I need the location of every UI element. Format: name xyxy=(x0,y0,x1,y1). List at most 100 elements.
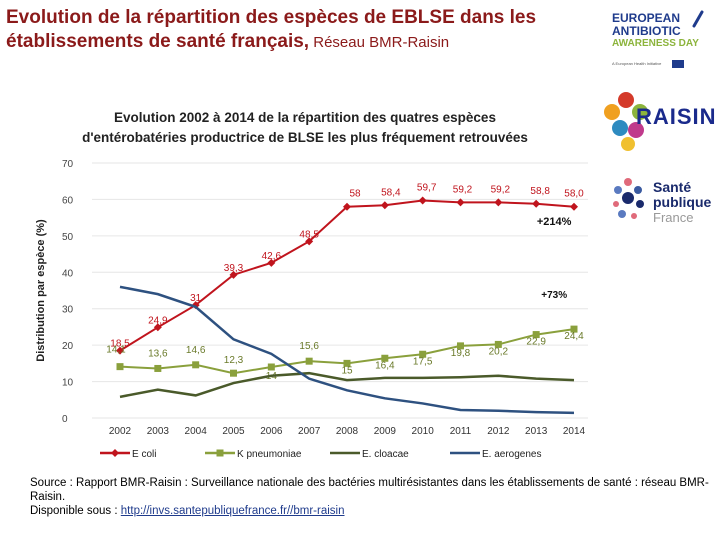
x-tick-label: 2013 xyxy=(525,426,548,437)
data-point xyxy=(532,331,540,339)
legend-label: K pneumoniae xyxy=(237,449,302,460)
data-point xyxy=(570,202,578,211)
eaad-line-3: AWARENESS DAY xyxy=(612,38,699,49)
data-label: 48,5 xyxy=(299,229,319,240)
spf-dots-icon xyxy=(613,178,644,219)
data-label: 20,2 xyxy=(489,346,509,357)
data-label: 24,4 xyxy=(564,331,584,342)
raisin-wordmark: RAISIN xyxy=(636,104,717,129)
data-point xyxy=(154,364,162,372)
data-label: 24,9 xyxy=(148,315,168,326)
data-point xyxy=(267,363,275,371)
data-label: 59,2 xyxy=(453,184,473,195)
series-line-e-coli xyxy=(119,199,575,352)
data-point xyxy=(230,369,237,377)
source-note: Source : Rapport BMR-Raisin : Surveillan… xyxy=(30,476,710,518)
slide-title-sub: Réseau BMR-Raisin xyxy=(309,34,450,51)
legend-label: E coli xyxy=(132,449,156,460)
spf-line-3: France xyxy=(653,210,694,225)
species-distribution-chart: Evolution 2002 à 2014 de la répartition … xyxy=(35,110,588,460)
slide-title: Evolution de la répartition des espèces … xyxy=(6,6,586,55)
x-tick-label: 2014 xyxy=(563,426,586,437)
x-tick-label: 2003 xyxy=(147,426,170,437)
spf-logo: Santé publique France xyxy=(608,172,718,232)
annotation-kpneumoniae-change: +73% xyxy=(541,290,567,301)
source-link[interactable]: http://invs.santepubliquefrance.fr//bmr-… xyxy=(120,505,345,517)
data-label: 58,8 xyxy=(530,186,550,197)
y-axis-label: Distribution par espèce (%) xyxy=(35,219,47,362)
x-tick-label: 2002 xyxy=(109,426,132,437)
data-label: 14,1 xyxy=(106,345,126,356)
x-tick-label: 2005 xyxy=(222,426,245,437)
x-tick-label: 2004 xyxy=(185,426,208,437)
x-tick-label: 2010 xyxy=(412,426,435,437)
data-point xyxy=(381,354,389,362)
data-label: 31 xyxy=(190,293,202,304)
data-label: 39,3 xyxy=(224,263,244,274)
x-tick-label: 2009 xyxy=(374,426,397,437)
data-label: 18,5 xyxy=(110,339,130,350)
data-label: 16,4 xyxy=(375,360,395,371)
data-label: 59,7 xyxy=(417,183,437,194)
spf-line-1: Santé xyxy=(653,179,692,195)
y-tick-label: 10 xyxy=(62,378,74,389)
y-tick-label: 0 xyxy=(62,414,68,425)
data-point xyxy=(116,363,124,371)
source-prefix: Disponible sous : xyxy=(30,505,121,517)
legend-label: E. cloacae xyxy=(362,449,409,460)
legend-marker xyxy=(111,449,119,457)
y-tick-label: 30 xyxy=(62,305,74,316)
data-point xyxy=(456,198,465,207)
data-point xyxy=(419,350,427,358)
x-tick-label: 2008 xyxy=(336,426,359,437)
data-label: 58,4 xyxy=(381,187,401,198)
data-point xyxy=(380,201,389,210)
pill-icon xyxy=(692,10,704,28)
eu-flag-icon xyxy=(672,60,684,68)
chart-title-line: d'entérobatéries productrice de BLSE les… xyxy=(82,130,528,145)
eaad-line-1: EUROPEAN xyxy=(612,11,681,25)
series-line-e-aerogenes xyxy=(119,285,575,415)
annotation-ecoli-change: +214% xyxy=(537,216,572,228)
data-label: 14,6 xyxy=(186,345,206,356)
y-tick-label: 40 xyxy=(62,268,74,279)
series-line-e-cloacae xyxy=(119,371,575,399)
legend-label: E. aerogenes xyxy=(482,449,542,460)
data-label: 42,6 xyxy=(262,251,282,262)
data-point xyxy=(305,237,314,246)
eaad-logo: EUROPEAN ANTIBIOTIC AWARENESS DAY A Euro… xyxy=(612,8,716,70)
chart-title-line: Evolution 2002 à 2014 de la répartition … xyxy=(114,110,496,125)
data-label: 13,6 xyxy=(148,348,168,359)
data-point xyxy=(343,359,351,367)
data-label: 15,6 xyxy=(299,341,319,352)
data-point xyxy=(229,270,238,279)
data-label: 19,8 xyxy=(451,348,471,359)
y-tick-label: 20 xyxy=(62,341,74,352)
data-point xyxy=(418,196,427,205)
data-point xyxy=(153,323,162,332)
data-label: 17,5 xyxy=(413,356,433,367)
eaad-tagline: A European Health Initiative xyxy=(612,61,662,66)
y-tick-label: 60 xyxy=(62,195,74,206)
legend-marker xyxy=(216,449,224,457)
y-tick-label: 70 xyxy=(62,159,74,170)
data-point xyxy=(192,361,200,369)
spf-line-2: publique xyxy=(653,194,712,210)
x-tick-label: 2012 xyxy=(487,426,510,437)
raisin-grapes-icon xyxy=(604,92,648,151)
x-tick-label: 2006 xyxy=(260,426,283,437)
data-point xyxy=(494,198,503,207)
data-point xyxy=(570,325,578,333)
data-point xyxy=(494,340,502,348)
data-point xyxy=(532,199,541,208)
raisin-logo: RAISIN xyxy=(598,86,718,154)
x-tick-label: 2007 xyxy=(298,426,321,437)
data-point xyxy=(305,357,313,365)
data-label: 58 xyxy=(349,189,361,200)
source-text: Source : Rapport BMR-Raisin : Surveillan… xyxy=(30,477,709,503)
data-point xyxy=(457,342,464,350)
data-point xyxy=(116,346,124,355)
data-label: 59,2 xyxy=(491,184,511,195)
x-tick-label: 2011 xyxy=(450,426,472,437)
data-label: 15 xyxy=(341,365,353,376)
